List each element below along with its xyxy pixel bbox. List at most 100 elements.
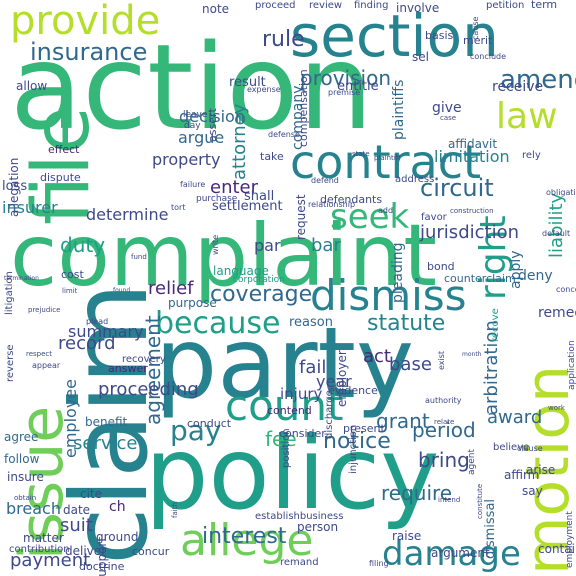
word-conclude: conclude (470, 52, 506, 61)
word-fee: fee (265, 427, 297, 451)
word-seek: seek (330, 197, 410, 237)
word-appear: appear (32, 361, 61, 370)
word-notice: notice (323, 429, 391, 454)
word-par: par (254, 236, 281, 255)
word-concern: concern (556, 285, 576, 294)
word-plaintiff: plaintiff (374, 154, 401, 162)
word-respect: respect (26, 350, 52, 358)
word-injury: injury (280, 385, 323, 403)
word-rely: rely (522, 150, 541, 161)
word-application: application (567, 340, 576, 390)
word-finding: finding (354, 0, 388, 11)
word-write: write (211, 235, 220, 255)
word-termination: termination (4, 275, 39, 282)
word-defend: defend (311, 176, 339, 185)
word-relate: relate (434, 418, 454, 426)
word-review: review (309, 0, 342, 11)
word-liability: liability (546, 192, 567, 258)
word-obligation: obligation (546, 188, 576, 197)
word-right: right (473, 215, 514, 300)
word-require: require (381, 481, 452, 505)
word-intend: intend (438, 496, 460, 504)
word-because: because (155, 306, 280, 341)
word-circuit: circuit (420, 174, 494, 202)
word-default: default (542, 229, 570, 238)
word-prejudice: prejudice (28, 306, 60, 314)
word-bring: bring (418, 448, 470, 472)
word-act: act (363, 346, 391, 367)
word-date: date (63, 503, 90, 517)
word-count: count (225, 381, 344, 430)
word-effect: effect (48, 143, 80, 156)
word-contain: contain (538, 542, 576, 556)
word-settlement: settlement (212, 199, 283, 214)
word-insurance: insurance (30, 38, 147, 66)
word-support: support (95, 537, 109, 576)
word-establishbusiness: establishbusiness (255, 511, 343, 522)
word-bar: bar (311, 235, 341, 256)
word-defendants: defendants (320, 193, 382, 206)
word-loss: loss (2, 179, 27, 194)
word-failure: failure (180, 180, 205, 189)
word-amend: amend (500, 65, 576, 95)
word-cost: cost (61, 268, 85, 281)
word-cause: cause (471, 16, 480, 40)
word-benefit: benefit (85, 415, 128, 429)
word-give: give (432, 100, 462, 116)
word-expense: expense (247, 85, 281, 94)
word-agree: agree (4, 430, 38, 444)
word-contribution: contribution (9, 544, 70, 555)
word-shall: shall (244, 189, 274, 204)
word-deliver: deliver (65, 544, 106, 558)
word-party: party (155, 307, 414, 421)
word-base: base (389, 354, 432, 375)
word-statute: statute (367, 311, 445, 336)
word-agent: agent (467, 449, 477, 475)
word-apply: apply (508, 250, 524, 289)
word-allow: allow (16, 79, 47, 93)
word-arbitration: arbitration (481, 320, 502, 415)
word-corporation: corporation (233, 275, 285, 285)
word-contend: contend (267, 404, 312, 417)
word-coverage: coverage (210, 282, 312, 307)
word-exist: exist (437, 351, 446, 370)
word-plead: plead (86, 317, 108, 326)
word-address: address (395, 174, 434, 185)
word-concur: concur (132, 545, 170, 558)
word-allege: allege (180, 515, 313, 566)
word-obtain: obtain (14, 494, 36, 502)
word-fund: fund (131, 253, 147, 261)
word-believe: believe (493, 442, 529, 453)
word-plaintiffs: plaintiffs (391, 80, 407, 140)
word-law: law (496, 96, 558, 137)
word-say: say (522, 484, 543, 498)
word-claim: claim (49, 282, 171, 565)
word-sel: sel (412, 50, 429, 64)
word-agreement: agreement (141, 315, 165, 425)
word-ch: ch (109, 499, 126, 515)
word-file: file (17, 106, 107, 225)
word-reason: reason (289, 315, 333, 330)
word-limitation: limitation (434, 147, 510, 166)
word-evidence: evidence (328, 384, 378, 397)
word-found: found (113, 287, 130, 294)
word-affidavit: affidavit (448, 137, 497, 151)
word-favor: favor (421, 212, 448, 223)
word-duty: duty (60, 233, 105, 257)
word-conduct: conduct (187, 417, 232, 430)
word-result: result (229, 75, 266, 90)
word-language: language (213, 264, 269, 278)
word-constitute: constitute (476, 484, 484, 519)
word-person: person (297, 520, 338, 534)
word-term: term (531, 0, 557, 11)
word-provide: provide (10, 0, 160, 44)
word-issue: issue (7, 406, 77, 560)
word-arise: arise (526, 463, 555, 477)
word-suit: suit (60, 515, 93, 536)
word-involve: involve (396, 1, 439, 15)
word-deny: deny (518, 268, 553, 284)
word-interest: interest (202, 524, 287, 549)
word-premise: premise (328, 88, 360, 97)
